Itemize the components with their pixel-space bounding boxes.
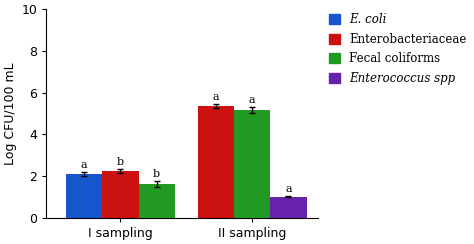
Legend: E. coli, Enterobacteriaceae, Fecal coliforms, Enterococcus spp: E. coli, Enterobacteriaceae, Fecal colif… — [327, 11, 469, 87]
Text: a: a — [285, 183, 292, 193]
Bar — [234, 110, 270, 218]
Bar — [270, 196, 307, 218]
Bar — [198, 106, 234, 218]
Bar — [102, 171, 138, 218]
Text: b: b — [117, 157, 124, 167]
Text: a: a — [81, 160, 87, 170]
Bar — [138, 184, 175, 218]
Text: a: a — [213, 92, 219, 102]
Bar — [66, 174, 102, 218]
Text: b: b — [153, 169, 160, 179]
Text: a: a — [249, 95, 255, 105]
Y-axis label: Log CFU/100 mL: Log CFU/100 mL — [4, 62, 17, 165]
